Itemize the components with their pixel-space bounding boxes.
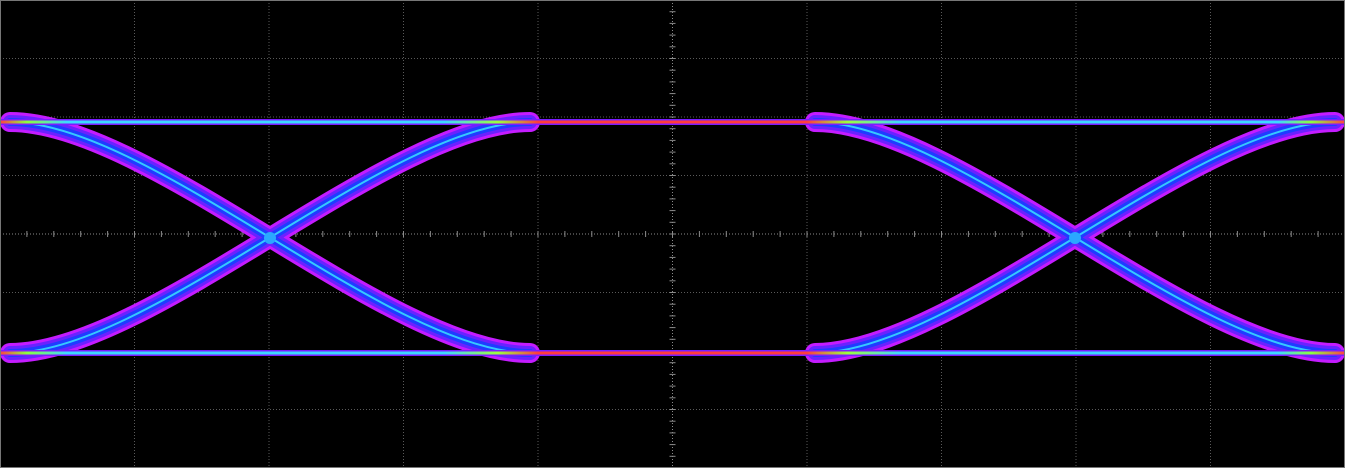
crossing-point [264, 232, 276, 244]
eye-diagram-display [0, 0, 1345, 468]
page: (() => { const svg = document.getElement… [0, 0, 1345, 468]
crossing-point [1069, 232, 1081, 244]
